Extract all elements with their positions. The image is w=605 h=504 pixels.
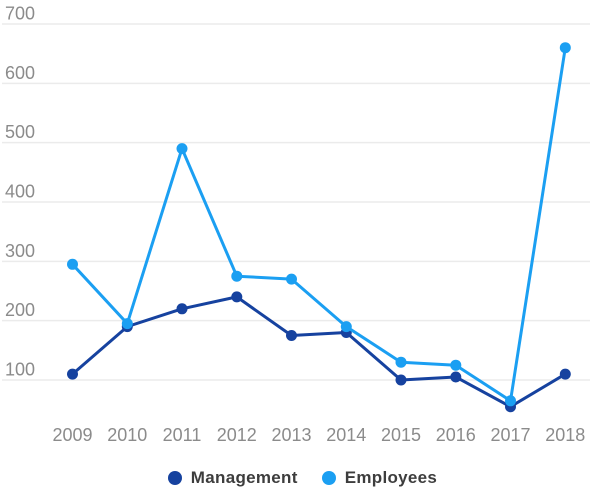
x-axis-tick-label: 2014	[326, 425, 366, 445]
y-axis-tick-label: 500	[5, 122, 35, 142]
management-point-2009[interactable]	[67, 368, 78, 380]
x-axis-tick-label: 2013	[271, 425, 311, 445]
line-chart-plot-area: 100 200 300 400 500 600 700 2009 2010 2011 2012 201…	[2, 4, 590, 445]
management-point-2012[interactable]	[231, 291, 243, 303]
employees-series-line	[71, 46, 567, 403]
legend-label-management: Management	[190, 468, 298, 487]
management-series-line	[71, 295, 567, 409]
employees-point-2016[interactable]	[450, 359, 462, 371]
employees-point-2014[interactable]	[340, 321, 352, 333]
employees-point-2011[interactable]	[176, 143, 188, 155]
employees-point-2012[interactable]	[231, 270, 243, 282]
chart-legend: Management Employees	[0, 468, 605, 488]
legend-item-employees[interactable]: Employees	[321, 468, 438, 488]
x-axis-tick-label: 2010	[107, 425, 147, 445]
y-axis-tick-label: 100	[5, 360, 35, 380]
legend-label-employees: Employees	[344, 468, 438, 487]
x-axis-tick-label: 2016	[436, 425, 476, 445]
management-series-marker-icon	[167, 471, 182, 485]
y-axis-tick-label: 300	[5, 241, 35, 261]
employees-point-2009[interactable]	[67, 258, 78, 270]
management-point-2013[interactable]	[286, 330, 297, 341]
y-axis-tick-label: 400	[5, 182, 35, 202]
x-axis-tick-label: 2018	[545, 425, 585, 445]
management-point-2015[interactable]	[395, 374, 407, 386]
employees-point-2018[interactable]	[559, 42, 571, 54]
management-point-2018[interactable]	[559, 368, 571, 380]
legend-item-management[interactable]: Management	[167, 468, 298, 488]
x-axis-tick-label: 2012	[217, 425, 257, 445]
x-axis-tick-label: 2009	[52, 425, 92, 445]
y-axis-tick-label: 200	[5, 300, 35, 320]
y-axis-tick-label: 600	[5, 63, 35, 83]
employees-point-2017[interactable]	[505, 395, 516, 407]
x-axis-tick-label: 2017	[490, 425, 530, 445]
employees-point-2013[interactable]	[286, 273, 297, 285]
x-axis-tick-label: 2011	[163, 425, 202, 445]
management-point-2011[interactable]	[176, 303, 188, 315]
employees-point-2010[interactable]	[121, 318, 133, 330]
employees-series-marker-icon	[321, 471, 336, 485]
management-point-2016[interactable]	[450, 371, 462, 383]
y-axis-tick-label: 700	[5, 4, 35, 24]
x-axis-tick-label: 2015	[381, 425, 421, 445]
employees-point-2015[interactable]	[395, 356, 407, 368]
